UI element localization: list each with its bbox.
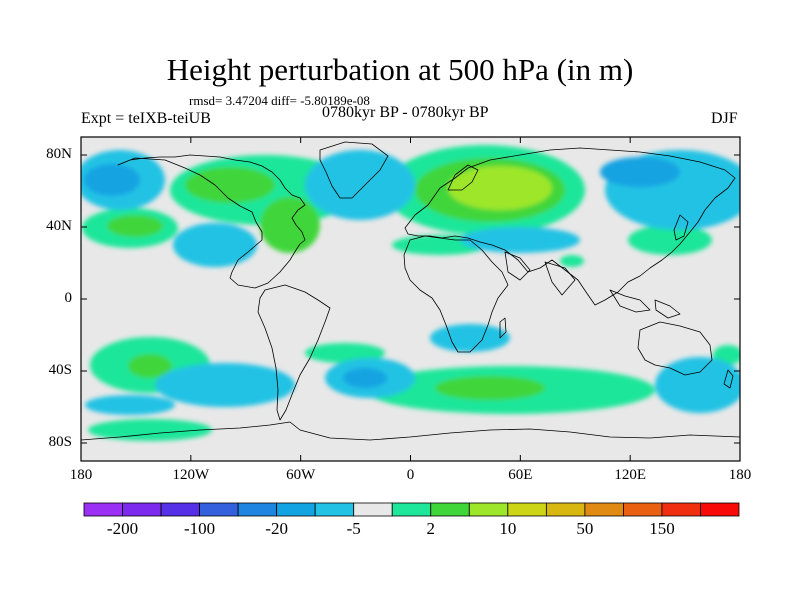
field-negative: [430, 324, 510, 352]
colorbar-box: [430, 502, 470, 517]
lat-tick-label: 80N: [46, 146, 72, 162]
plot-title: Height perturbation at 500 hPa (in m): [166, 52, 634, 87]
colorbar-label: -100: [183, 519, 216, 538]
colorbar-label: -200: [106, 519, 139, 538]
field-positive: [560, 255, 584, 267]
colorbar-box: [507, 502, 547, 517]
lon-tick-label: 60W: [286, 467, 316, 483]
colorbar-label: 2: [426, 519, 436, 538]
lon-tick-label: 60E: [508, 467, 533, 483]
colorbar-label: -20: [265, 519, 288, 538]
field-negative: [600, 157, 680, 187]
field-positive: [88, 419, 212, 441]
field-negative: [155, 363, 295, 407]
field-negative: [343, 368, 387, 388]
colorbar-box: [160, 502, 200, 517]
field-negative: [460, 227, 580, 253]
field-negative: [84, 164, 140, 196]
colorbar-box: [314, 502, 355, 517]
colorbar-box: [661, 502, 701, 517]
colorbar-box: [353, 502, 393, 517]
colorbar-box: [623, 502, 663, 517]
field-negative: [655, 357, 740, 413]
colorbar-box: [545, 502, 586, 517]
colorbar-box: [199, 502, 239, 517]
lat-tick-label: 40S: [48, 362, 72, 378]
lat-tick-label: 40N: [46, 218, 72, 234]
colorbar-label: 10: [499, 519, 517, 538]
field-positive: [128, 354, 172, 378]
field-positive: [305, 343, 385, 363]
field-positive: [435, 376, 545, 400]
lon-tick-label: 180: [69, 467, 93, 483]
field-positive: [260, 197, 320, 253]
field-positive: [107, 215, 163, 237]
field-negative: [85, 395, 175, 415]
colorbar-box: [122, 502, 162, 517]
coastlines: [81, 141, 740, 441]
colorbar-box: [276, 502, 316, 517]
experiment-label: Expt = teIXB-teiUB: [81, 110, 211, 127]
colorbar-box: [83, 502, 123, 517]
colorbar-box: [584, 502, 624, 517]
rmsd-diff-stats: rmsd= 3.47204 diff= -5.80189e-08: [189, 93, 370, 108]
lon-tick-label: 120W: [172, 467, 210, 483]
field-positive: [448, 166, 552, 210]
lon-tick-label: 0: [406, 467, 415, 483]
lat-tick-label: 80S: [48, 434, 72, 450]
colorbar-box: [700, 502, 740, 517]
colorbar-label: 150: [649, 519, 675, 538]
period-label: 0780kyr BP - 0780kyr BP: [322, 104, 489, 121]
field-positive: [628, 225, 712, 255]
lon-tick-label: 120E: [614, 467, 646, 483]
lon-tick-label: 180: [728, 467, 752, 483]
colorbar-box: [391, 502, 432, 517]
colorbar-box: [468, 502, 509, 517]
field-negative: [305, 150, 415, 220]
field-negative: [173, 223, 257, 267]
colorbar-box: [237, 502, 278, 517]
field-positive: [185, 167, 275, 203]
colorbar-label: -5: [346, 519, 361, 538]
season-label: DJF: [711, 110, 738, 127]
lat-tick-label: 0: [64, 290, 73, 306]
colorbar-label: 50: [576, 519, 594, 538]
